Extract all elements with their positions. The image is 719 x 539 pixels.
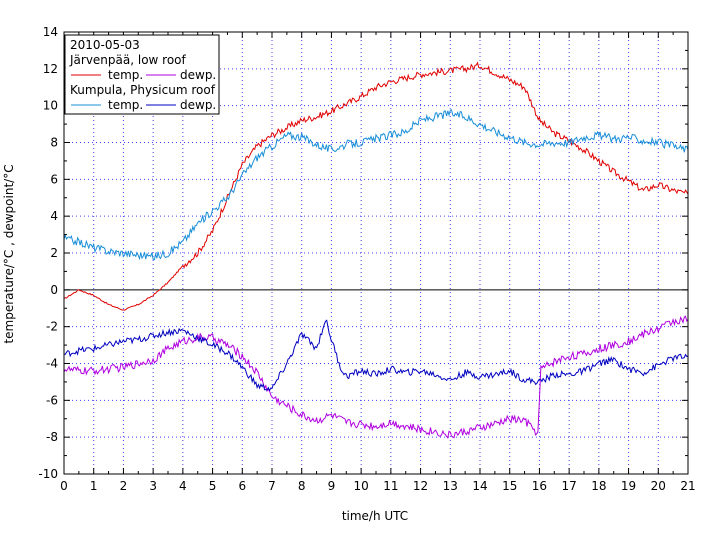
- series-line-kdewp: [63, 319, 689, 392]
- legend-label-jarvenpaa-dewp: dewp.: [180, 68, 216, 82]
- series-lines: [63, 61, 689, 439]
- x-tick-label: 6: [238, 479, 246, 493]
- x-tick-label: 2: [120, 479, 128, 493]
- y-tick-label: 4: [50, 209, 58, 223]
- x-tick-label: 1: [90, 479, 98, 493]
- grid-lines: [64, 32, 688, 474]
- y-tick-label: -8: [46, 430, 58, 444]
- x-tick-label: 16: [532, 479, 547, 493]
- y-tick-label: 2: [50, 246, 58, 260]
- x-tick-label: 12: [413, 479, 428, 493]
- x-tick-label: 7: [268, 479, 276, 493]
- x-tick-label: 20: [651, 479, 666, 493]
- y-tick-label: 10: [43, 99, 58, 113]
- x-tick-label: 19: [621, 479, 636, 493]
- series-line-jtemp: [63, 61, 689, 311]
- x-tick-label: 9: [328, 479, 336, 493]
- legend-label-jarvenpaa-temp: temp.: [108, 68, 143, 82]
- series-line-jdewp: [63, 315, 689, 439]
- y-tick-label: 8: [50, 136, 58, 150]
- x-tick-label: 21: [680, 479, 695, 493]
- legend: 2010-05-03 Järvenpää, low roof temp. dew…: [64, 34, 220, 115]
- legend-group-kumpula: Kumpula, Physicum roof: [70, 83, 216, 97]
- y-tick-label: 14: [43, 25, 58, 39]
- y-axis-label: temperature/°C , dewpoint/°C: [2, 164, 16, 343]
- x-tick-label: 18: [591, 479, 606, 493]
- legend-label-kumpula-temp: temp.: [108, 98, 143, 112]
- x-tick-label: 3: [149, 479, 157, 493]
- legend-label-kumpula-dewp: dewp.: [180, 98, 216, 112]
- y-tick-label: 12: [43, 62, 58, 76]
- legend-title: 2010-05-03: [70, 38, 140, 52]
- y-tick-label: 0: [50, 283, 58, 297]
- y-tick-label: 6: [50, 172, 58, 186]
- x-tick-label: 13: [443, 479, 458, 493]
- y-tick-label: -2: [46, 320, 58, 334]
- x-tick-label: 11: [383, 479, 398, 493]
- y-tick-label: -4: [46, 357, 58, 371]
- legend-group-jarvenpaa: Järvenpää, low roof: [69, 53, 187, 67]
- y-tick-label: -10: [38, 467, 58, 481]
- x-axis-label: time/h UTC: [342, 509, 408, 523]
- x-tick-label: 0: [60, 479, 68, 493]
- x-tick-label: 15: [502, 479, 517, 493]
- series-line-ktemp: [63, 109, 689, 261]
- x-tick-label: 14: [472, 479, 487, 493]
- axis-ticks: 0 1 2 3 4 5 6 7 8 9 10 11 12 13 14 15 16 17 18 19 20 21-10-8-…: [38, 25, 695, 493]
- x-tick-label: 5: [209, 479, 217, 493]
- x-tick-label: 17: [562, 479, 577, 493]
- x-tick-label: 10: [354, 479, 369, 493]
- x-tick-label: 8: [298, 479, 306, 493]
- y-tick-label: -6: [46, 393, 58, 407]
- x-tick-label: 4: [179, 479, 187, 493]
